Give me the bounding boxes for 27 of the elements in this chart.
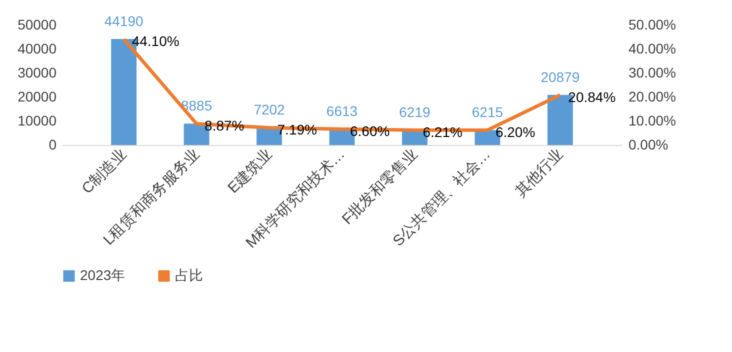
y2-tick-label: 0.00% bbox=[628, 136, 668, 152]
data-label: 6613 bbox=[326, 103, 358, 120]
data-label: 44190 bbox=[104, 12, 144, 29]
y2-tick-label: 20.00% bbox=[628, 88, 676, 104]
x-tick-label: C制造业 bbox=[78, 146, 130, 198]
data-label: 44.10% bbox=[132, 33, 180, 50]
data-label: 8.87% bbox=[204, 118, 244, 134]
y2-tick-label: 40.00% bbox=[628, 40, 676, 56]
y2-tick-label: 50.00% bbox=[628, 16, 676, 32]
data-label: 6219 bbox=[399, 104, 431, 120]
y-tick-label: 50000 bbox=[18, 16, 57, 32]
x-tick-label: 其他行业 bbox=[512, 146, 567, 200]
y-tick-label: 10000 bbox=[18, 112, 57, 128]
legend-label: 2023年 bbox=[80, 267, 126, 283]
y-tick-label: 20000 bbox=[18, 88, 57, 104]
y-tick-label: 40000 bbox=[18, 40, 57, 56]
y2-tick-label: 30.00% bbox=[628, 64, 676, 80]
data-label: 20.84% bbox=[568, 88, 616, 105]
y-tick-label: 30000 bbox=[18, 64, 57, 80]
y-tick-label: 0 bbox=[48, 136, 57, 152]
data-label: 6.20% bbox=[495, 124, 536, 140]
legend-label: 占比 bbox=[175, 267, 203, 283]
x-tick-label: E建筑业 bbox=[224, 146, 276, 197]
data-label: 6215 bbox=[472, 104, 504, 120]
y2-tick-label: 10.00% bbox=[628, 112, 676, 128]
data-label: 7202 bbox=[254, 102, 286, 118]
data-label: 20879 bbox=[540, 68, 580, 85]
